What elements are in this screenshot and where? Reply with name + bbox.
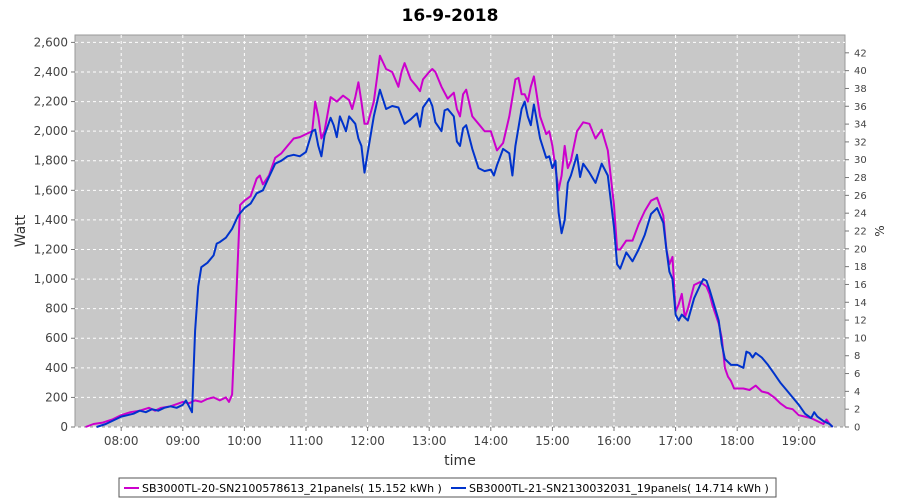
x-tick-label: 16:00 bbox=[597, 434, 632, 448]
y2-tick-label: 0 bbox=[854, 423, 860, 434]
x-tick-label: 14:00 bbox=[474, 434, 509, 448]
y-tick-label: 2,200 bbox=[34, 95, 68, 109]
y2-tick-label: 28 bbox=[854, 173, 867, 184]
x-tick-label: 18:00 bbox=[720, 434, 755, 448]
y2-tick-label: 12 bbox=[854, 316, 867, 327]
y2-tick-label: 8 bbox=[854, 351, 860, 362]
x-tick-label: 10:00 bbox=[227, 434, 262, 448]
x-tick-label: 08:00 bbox=[104, 434, 139, 448]
y2-tick-label: 26 bbox=[854, 191, 867, 202]
y2-tick-label: 14 bbox=[854, 298, 867, 309]
y-tick-label: 1,600 bbox=[34, 183, 68, 197]
y2-tick-label: 32 bbox=[854, 137, 867, 148]
y-axis-label: Watt bbox=[13, 214, 29, 247]
x-tick-label: 11:00 bbox=[289, 434, 324, 448]
x-tick-label: 17:00 bbox=[658, 434, 693, 448]
y2-tick-label: 30 bbox=[854, 155, 867, 166]
plot-area bbox=[74, 34, 846, 428]
y-tick-label: 200 bbox=[45, 390, 68, 404]
x-tick-label: 15:00 bbox=[535, 434, 570, 448]
chart-title: 16-9-2018 bbox=[402, 6, 499, 26]
y2-tick-label: 22 bbox=[854, 227, 867, 238]
x-tick-label: 12:00 bbox=[350, 434, 385, 448]
series-line-2 bbox=[96, 88, 834, 428]
y-tick-label: 0 bbox=[60, 420, 68, 434]
y2-tick-label: 36 bbox=[854, 102, 867, 113]
y2-tick-label: 4 bbox=[854, 387, 860, 398]
y-tick-label: 2,400 bbox=[34, 65, 68, 79]
y-tick-label: 1,800 bbox=[34, 154, 68, 168]
x-tick-label: 09:00 bbox=[166, 434, 201, 448]
legend: SB3000TL-20-SN2100578613_21panels( 15.15… bbox=[118, 477, 777, 498]
y2-axis-label: % bbox=[873, 225, 887, 236]
y-tick-label: 1,400 bbox=[34, 213, 68, 227]
y-tick-label: 1,200 bbox=[34, 242, 68, 256]
y-tick-label: 1,000 bbox=[34, 272, 68, 286]
y-tick-label: 400 bbox=[45, 361, 68, 375]
y-tick-label: 800 bbox=[45, 302, 68, 316]
y2-tick-label: 16 bbox=[854, 280, 867, 291]
y2-tick-label: 38 bbox=[854, 84, 867, 95]
y2-tick-label: 6 bbox=[854, 369, 860, 380]
series-lines bbox=[85, 54, 834, 428]
y2-tick-label: 20 bbox=[854, 244, 867, 255]
y-tick-label: 2,600 bbox=[34, 35, 68, 49]
legend-label-series-1: SB3000TL-20-SN2100578613_21panels( 15.15… bbox=[142, 482, 442, 495]
y2-tick-label: 42 bbox=[854, 48, 867, 59]
x-axis-label: time bbox=[444, 453, 476, 469]
legend-box bbox=[118, 477, 777, 498]
x-tick-label: 19:00 bbox=[782, 434, 817, 448]
y2-tick-label: 18 bbox=[854, 262, 867, 273]
y2-tick-label: 2 bbox=[854, 405, 860, 416]
grid-lines bbox=[75, 35, 845, 428]
y2-tick-label: 40 bbox=[854, 66, 867, 77]
y-tick-label: 600 bbox=[45, 331, 68, 345]
y2-tick-label: 24 bbox=[854, 209, 867, 220]
axes: 02004006008001,0001,2001,4001,6001,8002,… bbox=[34, 35, 867, 448]
y-tick-label: 2,000 bbox=[34, 124, 68, 138]
y2-tick-label: 34 bbox=[854, 120, 867, 131]
series-line-1 bbox=[85, 54, 834, 428]
y2-tick-label: 10 bbox=[854, 333, 867, 344]
legend-label-series-2: SB3000TL-21-SN2130032031_19panels( 14.71… bbox=[469, 482, 769, 495]
x-tick-label: 13:00 bbox=[412, 434, 447, 448]
